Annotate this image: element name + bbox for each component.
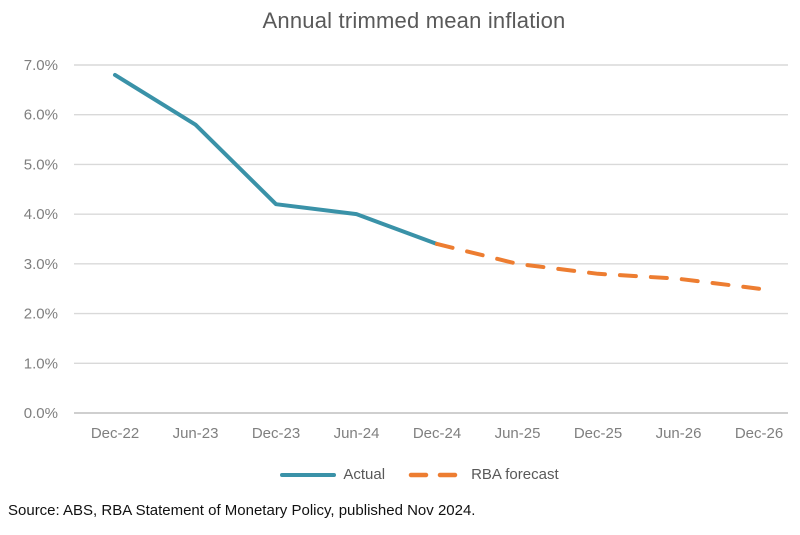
x-tick-label: Dec-25 bbox=[574, 425, 622, 442]
y-tick-label: 4.0% bbox=[24, 206, 58, 223]
series-line-actual bbox=[113, 72, 439, 246]
legend: Actual RBA forecast bbox=[0, 466, 800, 483]
legend-label-rba-forecast: RBA forecast bbox=[471, 466, 559, 483]
x-tick-label: Dec-23 bbox=[252, 425, 300, 442]
y-tick-label: 0.0% bbox=[24, 405, 58, 422]
legend-solid-line-icon bbox=[280, 472, 337, 477]
x-tick-label: Dec-22 bbox=[91, 425, 139, 442]
y-tick-label: 6.0% bbox=[24, 107, 58, 124]
y-tick-label: 7.0% bbox=[24, 57, 58, 74]
series-line-rba-forecast bbox=[435, 241, 761, 291]
legend-item-actual: Actual bbox=[279, 466, 385, 483]
y-tick-label: 5.0% bbox=[24, 156, 58, 173]
y-tick-label: 3.0% bbox=[24, 256, 58, 273]
y-tick-label: 2.0% bbox=[24, 306, 58, 323]
x-tick-label: Jun-24 bbox=[334, 425, 380, 442]
legend-label-actual: Actual bbox=[343, 466, 386, 483]
legend-item-rba-forecast: RBA forecast bbox=[407, 466, 559, 483]
x-tick-label: Jun-25 bbox=[495, 425, 541, 442]
x-tick-label: Jun-26 bbox=[656, 425, 702, 442]
x-tick-label: Jun-23 bbox=[173, 425, 219, 442]
plot-area: 0.0% 1.0% 2.0% 3.0% 4.0% 5.0% 6.0% 7.0% Dec-22 Ju… bbox=[24, 57, 788, 442]
x-tick-label: Dec-26 bbox=[735, 425, 783, 442]
chart-title: Annual trimmed mean inflation bbox=[262, 8, 566, 33]
x-tick-label: Dec-24 bbox=[413, 425, 461, 442]
legend-dashed-line-icon bbox=[408, 472, 464, 477]
y-tick-label: 1.0% bbox=[24, 355, 58, 372]
source-note: Source: ABS, RBA Statement of Monetary P… bbox=[8, 502, 476, 519]
